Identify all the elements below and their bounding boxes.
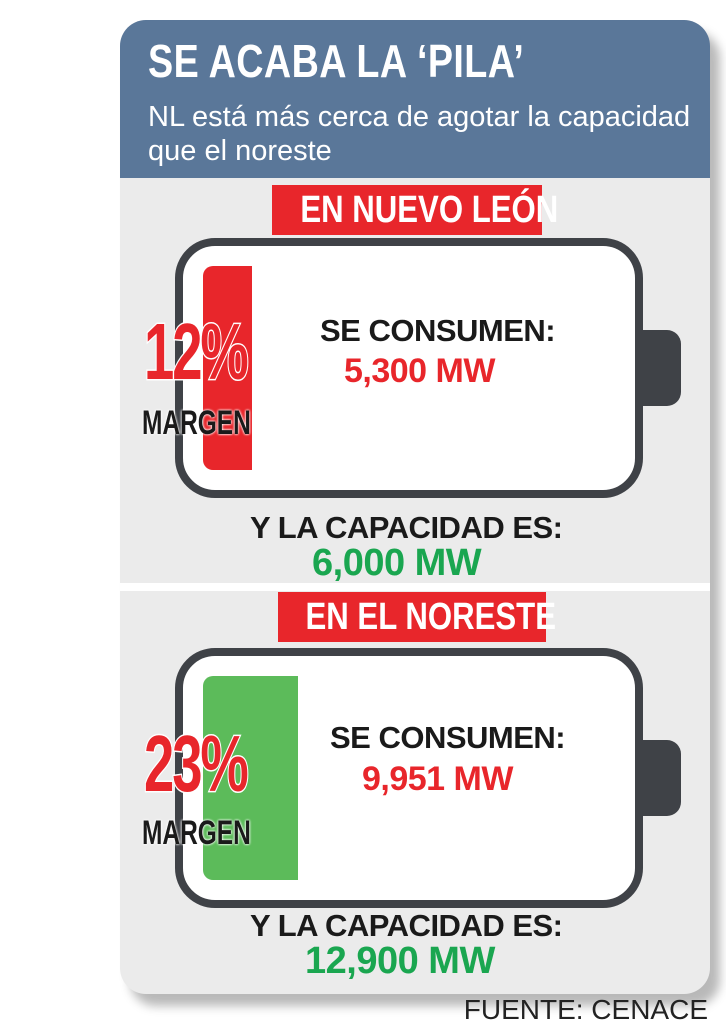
section-tag-noreste: EN EL NORESTE <box>278 592 556 642</box>
infographic-title: SE ACABA LA ‘PILA’ <box>148 35 525 87</box>
capacity-label-noreste: Y LA CAPACIDAD ES: <box>250 908 563 943</box>
section-tag-nuevo-leon: EN NUEVO LEÓN <box>272 185 558 235</box>
consume-label-noreste: SE CONSUMEN: <box>330 720 566 755</box>
capacity-value-noreste: 12,900 MW <box>305 940 495 982</box>
battery-nuevo-leon <box>175 238 643 498</box>
header-banner: SE ACABA LA ‘PILA’ NL está más cerca de … <box>120 20 710 178</box>
consume-value-nuevo-leon: 5,300 MW <box>344 352 495 390</box>
battery-terminal-noreste <box>643 740 681 816</box>
battery-fill-nuevo-leon <box>203 266 252 470</box>
margin-label-nuevo-leon: MARGEN <box>142 404 251 442</box>
margin-label-noreste: MARGEN <box>142 814 251 852</box>
battery-noreste <box>175 648 643 908</box>
margin-percent-noreste: 23% <box>143 718 250 810</box>
infographic-subtitle: NL está más cerca de agotar la capacidad… <box>148 101 691 167</box>
consume-value-noreste: 9,951 MW <box>362 760 513 798</box>
infographic-card: SE ACABA LA ‘PILA’ NL está más cerca de … <box>120 20 710 994</box>
battery-terminal-nuevo-leon <box>643 330 681 406</box>
battery-fill-noreste <box>203 676 298 880</box>
margin-percent-nuevo-leon: 12% <box>143 306 250 398</box>
capacity-label-nuevo-leon: Y LA CAPACIDAD ES: <box>250 510 563 545</box>
consume-label-nuevo-leon: SE CONSUMEN: <box>320 313 556 348</box>
section-divider <box>120 583 710 591</box>
source-credit: FUENTE: CENACE <box>463 994 708 1025</box>
capacity-value-nuevo-leon: 6,000 MW <box>312 542 482 584</box>
